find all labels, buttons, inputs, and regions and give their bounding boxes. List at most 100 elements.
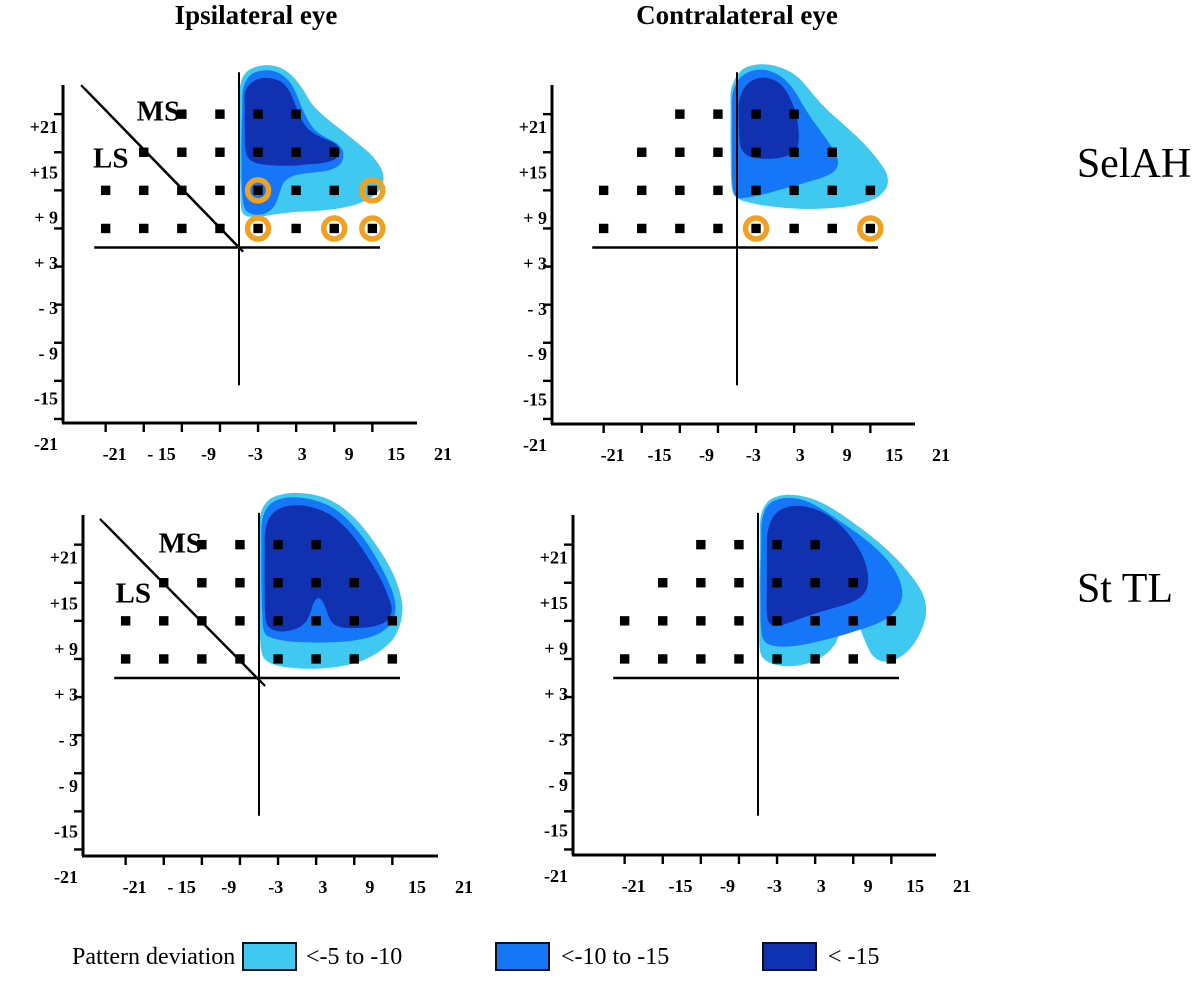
- x-tick-label: 9: [843, 445, 852, 465]
- test-point: [848, 578, 858, 588]
- test-point: [751, 147, 761, 157]
- pattern-deviation-region-dark: [244, 77, 340, 166]
- highlighted-point-ring: [359, 177, 386, 204]
- test-point: [865, 185, 876, 196]
- x-tick-label: 21: [434, 444, 452, 464]
- test-point: [273, 616, 283, 626]
- test-point: [329, 185, 339, 196]
- x-tick-label: 9: [345, 444, 354, 464]
- test-point: [696, 539, 706, 550]
- test-point: [848, 654, 858, 664]
- test-point: [215, 147, 225, 157]
- test-point: [658, 616, 668, 626]
- test-point: [827, 223, 837, 234]
- y-tick-label: + 3: [523, 253, 547, 273]
- x-tick-label: -21: [123, 877, 147, 897]
- test-point: [848, 616, 858, 626]
- test-point: [789, 109, 799, 119]
- x-tick-label: 21: [953, 876, 971, 896]
- y-tick-label: -15: [544, 821, 568, 841]
- y-tick-label: + 3: [544, 684, 568, 704]
- test-point: [734, 539, 744, 550]
- sector-label-ms: MS: [137, 95, 181, 127]
- pattern-deviation-region-dark: [766, 505, 869, 627]
- test-point: [177, 223, 187, 234]
- x-tick-label: -9: [221, 877, 236, 897]
- y-tick-label: -21: [544, 866, 568, 886]
- sector-label-ls: LS: [116, 577, 151, 609]
- y-tick-label: -21: [34, 434, 58, 454]
- y-tick-label: + 9: [54, 639, 78, 659]
- x-tick-label: 3: [796, 445, 805, 465]
- y-tick-label: +15: [540, 593, 568, 613]
- test-point: [619, 616, 630, 626]
- test-point: [235, 539, 245, 550]
- test-point: [772, 539, 782, 550]
- column-title-ipsilateral-eye: Ipsilateral eye: [174, 0, 338, 30]
- x-tick-label: -9: [201, 444, 216, 464]
- y-tick-label: - 3: [549, 730, 569, 750]
- test-point: [291, 109, 301, 119]
- x-tick-label: -21: [103, 444, 127, 464]
- test-point: [197, 654, 207, 664]
- test-point: [349, 616, 359, 626]
- y-tick-label: - 3: [59, 730, 79, 750]
- test-point: [329, 147, 339, 157]
- test-point: [177, 109, 187, 119]
- legend-label-dark: < -15: [828, 944, 880, 970]
- test-point: [734, 578, 744, 588]
- test-point: [734, 654, 744, 664]
- y-tick-label: - 3: [39, 298, 59, 318]
- test-point: [810, 616, 820, 626]
- x-tick-label: 9: [864, 876, 873, 896]
- test-point: [827, 147, 837, 157]
- x-tick-label: -21: [622, 876, 646, 896]
- test-point: [675, 147, 685, 157]
- test-point: [120, 654, 131, 664]
- x-tick-label: -3: [767, 876, 782, 896]
- x-tick-label: 15: [387, 444, 405, 464]
- y-tick-label: +21: [30, 117, 58, 137]
- test-point: [100, 185, 111, 196]
- x-tick-label: 15: [885, 445, 903, 465]
- test-point: [311, 616, 321, 626]
- y-tick-label: +15: [30, 162, 58, 182]
- plot-sttl-ipsilateral: +21 +15 + 9 + 3 - 3 - 9 -15 -21 -21 - 15 -9 -3 3 9 15 2…: [50, 492, 473, 897]
- test-point: [865, 223, 876, 234]
- column-title-contralateral-eye: Contralateral eye: [636, 0, 838, 30]
- test-point: [810, 539, 820, 550]
- highlighted-point-ring: [857, 215, 884, 242]
- test-point: [159, 578, 169, 588]
- test-point: [772, 616, 782, 626]
- test-point: [235, 578, 245, 588]
- row-label-st-tl: St TL: [1076, 566, 1174, 612]
- plot-selah-contralateral: +21 +15 + 9 + 3 - 3 - 9 -15 -21 -21 -15 -9 -3 3 9 15 21: [519, 64, 950, 465]
- test-point: [751, 223, 761, 234]
- test-point: [159, 616, 169, 626]
- test-point: [772, 654, 782, 664]
- test-point: [886, 654, 897, 664]
- y-tick-label: - 3: [528, 299, 548, 319]
- test-point: [329, 223, 339, 234]
- plot-sttl-contralateral: +21 +15 + 9 + 3 - 3 - 9 -15 -21 -21 -15 -9 -3 3 9 15 21: [540, 494, 971, 896]
- test-point: [696, 616, 706, 626]
- y-tick-label: -15: [34, 389, 58, 409]
- y-tick-label: -21: [54, 867, 78, 887]
- x-tick-label: -15: [669, 876, 693, 896]
- test-point: [827, 185, 837, 196]
- highlighted-point-ring: [321, 215, 348, 242]
- y-tick-label: +21: [50, 548, 78, 568]
- test-point: [713, 147, 723, 157]
- test-point: [619, 654, 630, 664]
- legend-label-light: <-5 to -10: [306, 944, 403, 970]
- x-tick-label: 3: [298, 444, 307, 464]
- test-point: [713, 185, 723, 196]
- test-point: [215, 109, 225, 119]
- test-point: [598, 185, 609, 196]
- test-point: [139, 223, 149, 234]
- test-point: [367, 223, 378, 234]
- test-point: [291, 185, 301, 196]
- x-tick-label: 15: [408, 877, 426, 897]
- test-point: [387, 654, 398, 664]
